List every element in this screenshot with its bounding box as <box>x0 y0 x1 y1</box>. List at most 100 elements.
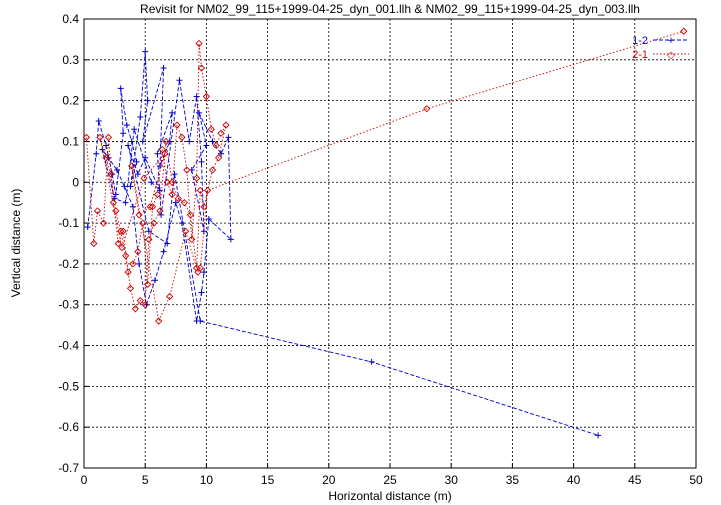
data-point <box>134 248 142 256</box>
data-point <box>109 199 118 207</box>
grid <box>84 19 696 468</box>
data-point <box>90 239 98 248</box>
data-point <box>212 141 220 150</box>
chart-title: Revisit for NM02_99_115+1999-04-25_dyn_0… <box>140 2 640 16</box>
data-point <box>104 133 113 142</box>
data-point <box>153 190 162 199</box>
data-point <box>96 133 104 142</box>
series-2 <box>82 27 688 325</box>
data-point <box>160 64 167 71</box>
data-point <box>120 130 127 137</box>
data-point <box>117 85 124 92</box>
x-tick-label: 15 <box>261 473 275 487</box>
y-tick-label: 0.3 <box>62 53 79 67</box>
data-point <box>166 138 173 145</box>
data-point <box>192 174 201 182</box>
data-point <box>145 235 153 244</box>
data-point <box>164 240 171 247</box>
data-point <box>173 121 181 129</box>
data-point <box>136 297 144 305</box>
data-point <box>99 219 108 227</box>
data-point <box>148 203 157 211</box>
x-tick-label: 45 <box>628 473 642 487</box>
data-point <box>150 219 158 227</box>
data-point <box>93 150 100 157</box>
data-point <box>154 150 161 157</box>
legend-label-2: 2-1 <box>632 49 648 61</box>
data-point <box>123 122 130 129</box>
data-point <box>133 158 140 165</box>
data-point <box>125 142 132 149</box>
data-point <box>148 179 155 186</box>
data-point <box>174 194 182 203</box>
data-point <box>178 133 186 142</box>
data-point <box>117 227 125 235</box>
data-point <box>368 358 375 365</box>
data-point <box>114 167 121 174</box>
data-point <box>119 227 127 235</box>
data-point <box>215 154 223 162</box>
x-tick-label: 20 <box>322 473 336 487</box>
y-tick-label: -0.5 <box>58 379 79 393</box>
data-point <box>82 133 91 142</box>
data-point <box>196 109 203 116</box>
data-point <box>207 125 215 133</box>
data-point <box>135 211 143 219</box>
data-point <box>197 318 204 325</box>
data-point <box>124 268 132 276</box>
data-point <box>205 216 212 223</box>
series-line <box>85 30 684 323</box>
data-point <box>198 158 205 165</box>
data-point <box>203 186 212 195</box>
y-tick-label: 0.2 <box>62 94 79 108</box>
x-tick-label: 35 <box>506 473 520 487</box>
legend-label-1: 1-2 <box>632 35 648 47</box>
y-tick-label: -0.1 <box>58 216 79 230</box>
data-point <box>188 235 196 244</box>
data-point <box>136 260 143 267</box>
data-point <box>186 138 193 145</box>
data-point <box>156 207 164 215</box>
x-axis-label: Horizontal distance (m) <box>328 489 451 503</box>
data-point <box>114 239 122 248</box>
data-point <box>142 48 149 55</box>
data-point <box>131 305 140 313</box>
data-point <box>222 121 230 129</box>
y-tick-label: -0.7 <box>58 461 79 475</box>
data-point <box>146 203 154 211</box>
data-point <box>680 27 688 35</box>
data-point <box>128 138 135 145</box>
data-point <box>168 190 176 199</box>
data-point <box>128 162 136 170</box>
data-point <box>183 166 191 174</box>
data-point <box>121 183 128 190</box>
x-tick-label: 30 <box>445 473 459 487</box>
x-tick-label: 10 <box>200 473 214 487</box>
data-point <box>142 154 149 161</box>
data-point <box>225 134 232 141</box>
data-point <box>139 138 146 145</box>
data-point <box>193 93 200 100</box>
data-point <box>103 142 110 149</box>
y-axis-label: Vertical distance (m) <box>9 189 23 298</box>
y-tick-label: -0.3 <box>58 298 79 312</box>
legend-marker-2: ◇ <box>667 50 675 61</box>
data-point <box>209 138 216 145</box>
data-point <box>84 224 91 231</box>
y-tick-label: 0.1 <box>62 134 79 148</box>
y-tick-label: -0.6 <box>58 420 79 434</box>
y-tick-label: -0.2 <box>58 257 79 271</box>
data-point <box>196 264 204 272</box>
series-layer <box>82 27 688 439</box>
data-point <box>203 142 210 149</box>
x-tick-label: 25 <box>383 473 397 487</box>
data-point <box>166 292 174 301</box>
data-point <box>121 252 130 260</box>
data-point <box>227 236 234 243</box>
series-line <box>87 51 599 436</box>
data-point <box>208 166 217 174</box>
data-point <box>107 170 115 178</box>
data-point <box>198 289 205 296</box>
data-point <box>162 137 170 146</box>
